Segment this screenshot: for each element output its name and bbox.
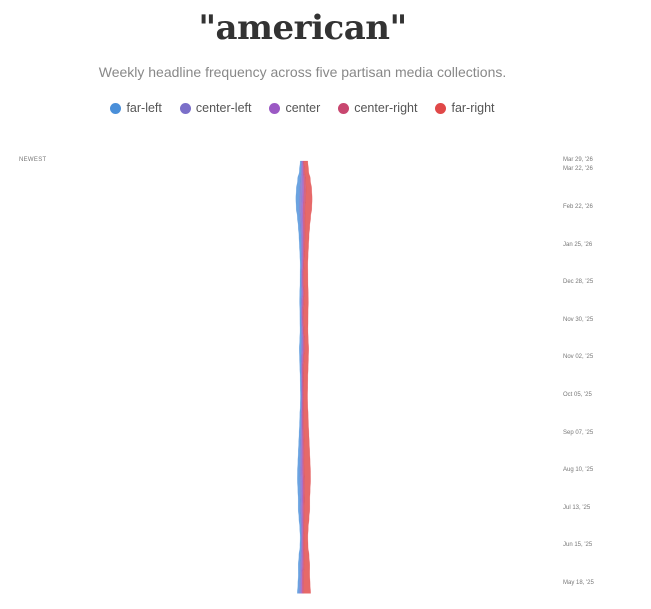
time-tick-label: Oct 05, '25 xyxy=(563,392,592,398)
legend-item-far-right[interactable]: far-right xyxy=(435,101,495,115)
far-right-swatch-icon xyxy=(435,102,447,114)
time-tick-label: Feb 22, '26 xyxy=(563,204,593,210)
legend-label: center-right xyxy=(354,101,418,115)
legend-label: far-right xyxy=(451,101,495,115)
time-tick-label: Jul 13, '25 xyxy=(563,504,591,511)
chart-title: "american" xyxy=(198,8,407,48)
legend-item-center-left[interactable]: center-left xyxy=(179,101,252,115)
center-swatch-icon xyxy=(269,102,281,114)
newest-axis-label: NEWEST xyxy=(19,157,47,163)
time-tick-label: Mar 29, '26 xyxy=(563,157,593,163)
time-tick-label: Jun 15, '25 xyxy=(563,542,593,549)
far-left-swatch-icon xyxy=(110,102,122,114)
time-tick-label: May 18, '25 xyxy=(563,580,594,586)
time-tick-label: Nov 02, '25 xyxy=(563,354,594,361)
legend-item-center[interactable]: center xyxy=(269,101,320,115)
legend-item-far-left[interactable]: far-left xyxy=(110,101,162,115)
stream-series-far-right[interactable] xyxy=(303,160,313,594)
center-left-swatch-icon xyxy=(179,102,191,114)
time-tick-label: Mar 22, '26 xyxy=(563,166,593,173)
time-tick-label: Nov 30, '25 xyxy=(563,316,594,323)
legend-label: center xyxy=(285,101,321,115)
time-tick-label: Aug 10, '25 xyxy=(563,467,594,474)
center-right-swatch-icon xyxy=(338,102,350,114)
legend-label: far-left xyxy=(126,101,162,115)
chart-subtitle: Weekly headline frequency across five pa… xyxy=(98,64,507,80)
time-tick-label: Sep 07, '25 xyxy=(563,429,594,436)
time-tick-label: Jan 25, '26 xyxy=(563,241,593,248)
time-tick-label: Dec 28, '25 xyxy=(563,279,594,286)
legend-item-center-right[interactable]: center-right xyxy=(338,101,417,115)
legend: far-left center-left center center-right… xyxy=(0,101,605,115)
legend-label: center-left xyxy=(195,101,252,115)
